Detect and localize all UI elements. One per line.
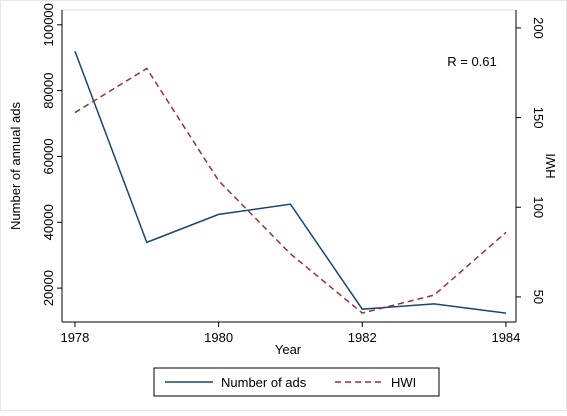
plot-area: [61, 9, 517, 323]
legend-label: HWI: [391, 375, 416, 390]
y2-tick-label: 150: [531, 107, 546, 129]
annotation: R = 0.61: [447, 54, 497, 69]
y-tick-label: 40000: [41, 204, 56, 240]
y2-tick-label: 200: [531, 17, 546, 39]
y2-tick-label: 50: [531, 290, 546, 304]
y-axis-label: Number of annual ads: [8, 102, 23, 230]
x-tick-label: 1980: [204, 330, 233, 345]
x-tick-label: 1982: [348, 330, 377, 345]
y-tick-label: 60000: [41, 138, 56, 174]
series-line: [74, 50, 507, 314]
y2-axis-label: HWI: [543, 153, 558, 178]
y-tick-label: 100000: [41, 3, 56, 46]
y-tick-label: 80000: [41, 73, 56, 109]
x-axis-label: Year: [275, 342, 302, 357]
legend-label: Number of ads: [221, 375, 307, 390]
series-line: [74, 67, 507, 314]
y2-tick-label: 100: [531, 196, 546, 218]
y-tick-label: 20000: [41, 270, 56, 306]
x-tick-label: 1984: [491, 330, 520, 345]
x-tick-label: 1978: [60, 330, 89, 345]
